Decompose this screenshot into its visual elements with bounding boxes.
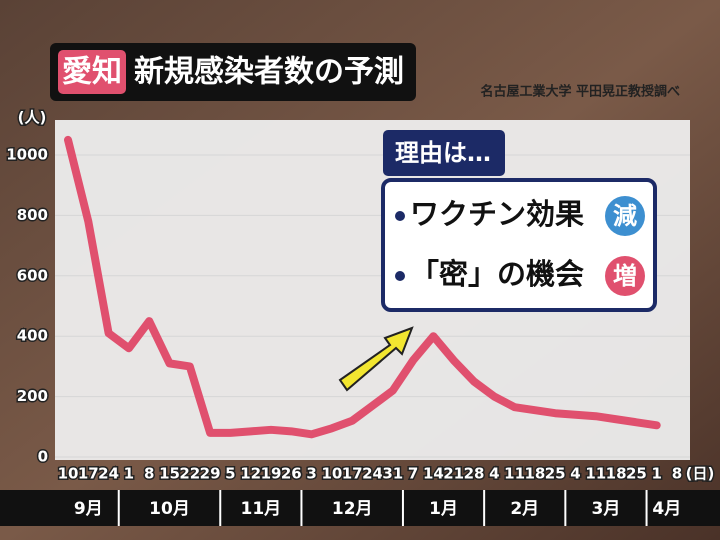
x-tick-label: 1 bbox=[124, 465, 134, 483]
x-tick-label: 4 bbox=[570, 465, 580, 483]
bullet bbox=[395, 271, 405, 281]
month-bar bbox=[0, 490, 720, 526]
month-label: 3月 bbox=[592, 499, 621, 519]
x-tick-label: 15 bbox=[159, 465, 180, 483]
x-tick-label: 21 bbox=[443, 465, 464, 483]
month-label: 2月 bbox=[510, 499, 539, 519]
y-tick-label: 400 bbox=[17, 327, 48, 345]
x-tick-label: 14 bbox=[423, 465, 444, 483]
y-tick-label: 0 bbox=[38, 448, 48, 466]
x-tick-label: 24 bbox=[362, 465, 383, 483]
x-tick-label: 26 bbox=[281, 465, 302, 483]
x-tick-label: 10 bbox=[58, 465, 79, 483]
annotation-badge: 減 bbox=[613, 202, 637, 230]
x-tick-label: 28 bbox=[464, 465, 485, 483]
annotation-item: ワクチン効果 bbox=[410, 197, 584, 231]
plot-area bbox=[55, 135, 690, 458]
month-label: 11月 bbox=[241, 499, 282, 519]
source: 名古屋工業大学 平田晃正教授調べ bbox=[480, 84, 680, 100]
y-tick-label: 200 bbox=[17, 387, 48, 405]
x-tick-label: 1 bbox=[651, 465, 661, 483]
x-tick-label: 3 bbox=[306, 465, 316, 483]
annotation-heading: 理由は… bbox=[395, 139, 491, 167]
y-tick-label: 1000 bbox=[6, 146, 48, 164]
data-line bbox=[64, 135, 661, 439]
x-unit: (日) bbox=[686, 465, 715, 483]
x-tick-label: 22 bbox=[179, 465, 200, 483]
y-unit: (人) bbox=[18, 109, 47, 127]
title-bar bbox=[50, 43, 416, 101]
y-tick-label: 800 bbox=[17, 206, 48, 224]
badge: 愛知 bbox=[62, 55, 122, 90]
x-tick-label: 8 bbox=[672, 465, 682, 483]
month-label: 4月 bbox=[652, 499, 681, 519]
month-label: 1月 bbox=[429, 499, 458, 519]
x-tick-label: 8 bbox=[144, 465, 154, 483]
x-tick-label: 17 bbox=[78, 465, 99, 483]
y-tick-label: 600 bbox=[17, 266, 48, 284]
x-tick-label: 24 bbox=[98, 465, 119, 483]
x-tick-label: 19 bbox=[261, 465, 282, 483]
month-label: 12月 bbox=[332, 499, 373, 519]
x-tick-label: 5 bbox=[225, 465, 235, 483]
bullet bbox=[395, 211, 405, 221]
annotation-heading-box bbox=[383, 130, 505, 176]
x-tick-label: 11 bbox=[585, 465, 606, 483]
chart-title: 新規感染者数の予測 bbox=[134, 55, 404, 90]
annotation-badge-circle bbox=[605, 256, 645, 296]
annotation-item: 「密」の機会 bbox=[410, 257, 584, 291]
badge-box bbox=[58, 50, 126, 94]
annotation-badge-circle bbox=[605, 196, 645, 236]
arrow bbox=[338, 326, 414, 392]
x-tick-label: 11 bbox=[504, 465, 525, 483]
x-tick-label: 18 bbox=[524, 465, 545, 483]
month-label: 9月 bbox=[74, 499, 103, 519]
x-tick-label: 17 bbox=[342, 465, 363, 483]
x-tick-label: 25 bbox=[545, 465, 566, 483]
x-tick-label: 4 bbox=[489, 465, 499, 483]
x-tick-label: 12 bbox=[240, 465, 261, 483]
month-label: 10月 bbox=[149, 499, 190, 519]
x-tick-label: 10 bbox=[321, 465, 342, 483]
x-tick-label: 7 bbox=[408, 465, 418, 483]
x-tick-label: 18 bbox=[606, 465, 627, 483]
x-tick-label: 29 bbox=[200, 465, 221, 483]
x-tick-label: 25 bbox=[626, 465, 647, 483]
x-tick-label: 31 bbox=[382, 465, 403, 483]
annotation-box bbox=[381, 178, 657, 312]
annotation-badge: 増 bbox=[613, 262, 637, 290]
